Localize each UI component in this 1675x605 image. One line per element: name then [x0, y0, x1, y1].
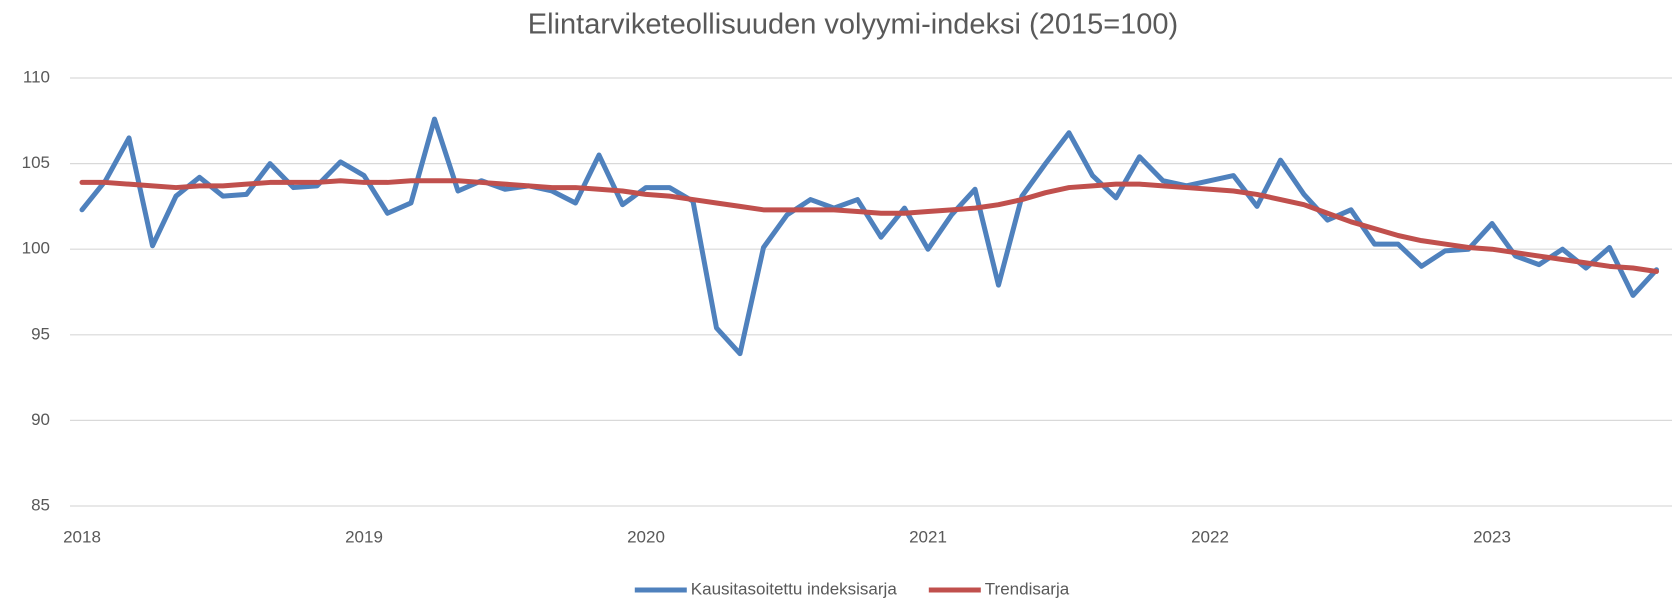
x-tick-label: 2018	[63, 527, 101, 546]
y-tick-label: 90	[31, 410, 50, 429]
y-tick-label: 105	[22, 153, 50, 172]
y-tick-label: 110	[23, 67, 50, 86]
data-line	[79, 116, 1659, 357]
legend-label: Trendisarja	[985, 579, 1070, 598]
x-tick-label: 2020	[627, 527, 665, 546]
data-line	[79, 178, 1659, 274]
x-tick-label: 2019	[345, 527, 383, 546]
x-tick-label: 2023	[1473, 527, 1511, 546]
y-tick-label: 85	[31, 495, 50, 514]
y-tick-label: 100	[22, 239, 50, 258]
y-tick-label: 95	[31, 324, 50, 343]
x-tick-label: 2021	[909, 527, 947, 546]
x-tick-label: 2022	[1191, 527, 1229, 546]
chart-title: Elintarviketeollisuuden volyymi-indeksi …	[528, 9, 1178, 41]
legend-label: Kausitasoitettu indeksisarja	[691, 579, 898, 598]
